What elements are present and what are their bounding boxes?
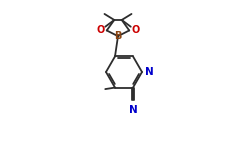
Text: O: O: [96, 25, 105, 35]
Text: B: B: [114, 31, 122, 41]
Text: N: N: [129, 105, 137, 115]
Text: O: O: [131, 25, 140, 35]
Text: N: N: [145, 67, 154, 77]
